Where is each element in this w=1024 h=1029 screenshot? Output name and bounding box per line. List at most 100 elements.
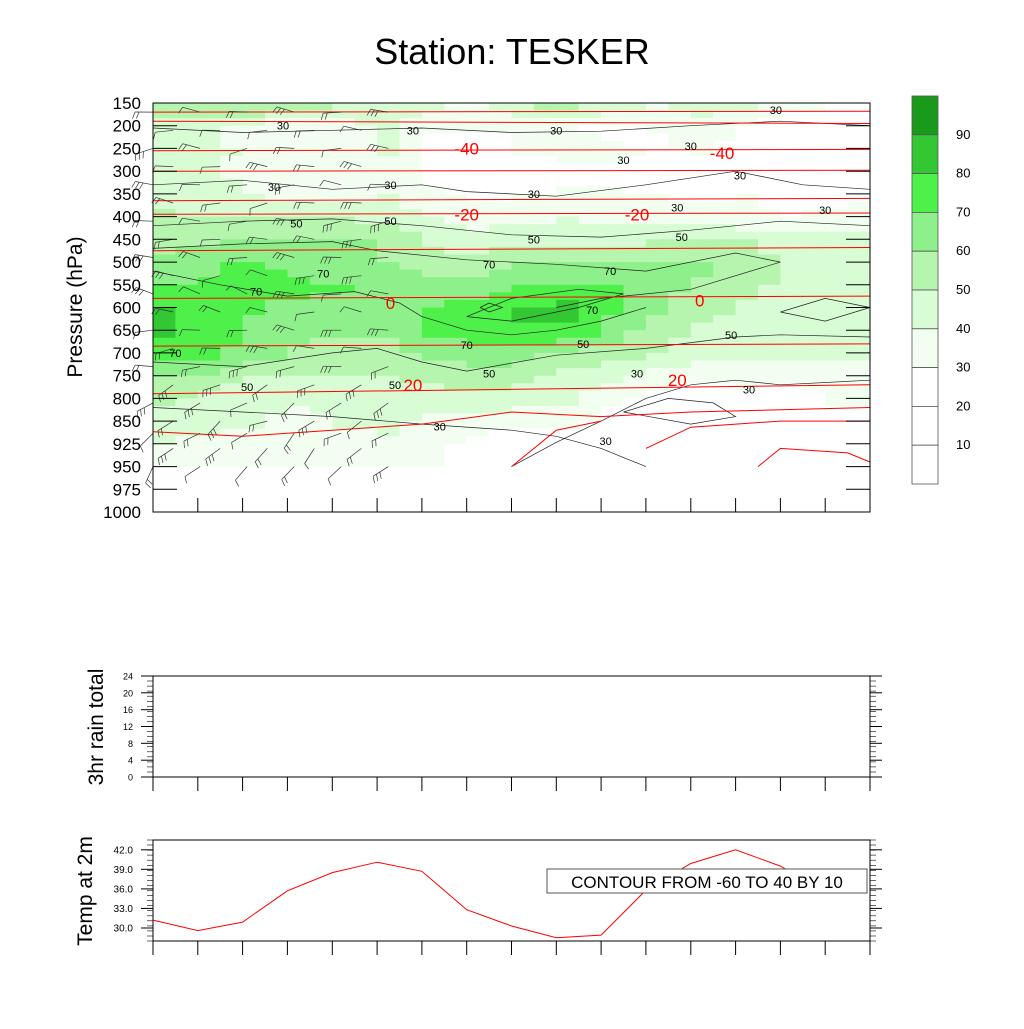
rh-cell (556, 330, 579, 338)
rh-cell (512, 308, 535, 316)
rh-cell (489, 277, 512, 285)
rh-cell (400, 255, 423, 263)
rh-shading (153, 103, 871, 512)
rh-cell (601, 421, 624, 429)
rh-cell (153, 421, 176, 429)
rh-cell (736, 444, 759, 452)
rh-cell (512, 285, 535, 293)
rh-cell (422, 277, 445, 285)
rh-cell (400, 285, 423, 293)
rh-cell (422, 444, 445, 452)
rh-cell (668, 285, 691, 293)
rh-cell (265, 209, 288, 217)
rh-cell (332, 179, 355, 187)
rh-cell (825, 141, 848, 149)
rh-cell (691, 103, 714, 111)
rh-contour-label: 50 (389, 380, 401, 392)
rh-cell (198, 292, 221, 300)
rh-cell (310, 414, 333, 422)
rh-cell (444, 186, 467, 194)
rh-cell (310, 156, 333, 164)
rh-cell (287, 406, 310, 414)
rh-cell (848, 398, 871, 406)
rh-cell (489, 224, 512, 232)
rh-cell (422, 202, 445, 210)
rh-cell (534, 315, 557, 323)
rh-cell (691, 361, 714, 369)
colorbar-box (912, 406, 938, 445)
rh-cell (198, 323, 221, 331)
rh-cell (198, 414, 221, 422)
rh-cell (825, 429, 848, 437)
rh-cell (825, 255, 848, 263)
rh-cell (556, 224, 579, 232)
rh-cell (310, 239, 333, 247)
rh-cell (512, 270, 535, 278)
rh-cell (265, 194, 288, 202)
rh-cell (758, 315, 781, 323)
rh-contour-label: 50 (577, 339, 589, 351)
rh-contour-label: 70 (483, 259, 495, 271)
rh-cell (556, 179, 579, 187)
rh-cell (422, 436, 445, 444)
rh-cell (153, 323, 176, 331)
rh-cell (646, 255, 669, 263)
rh-cell (601, 315, 624, 323)
rh-cell (175, 277, 198, 285)
rh-cell (848, 239, 871, 247)
rh-cell (601, 300, 624, 308)
rh-cell (332, 391, 355, 399)
rh-cell (646, 270, 669, 278)
rh-cell (422, 224, 445, 232)
rh-cell (691, 330, 714, 338)
rh-cell (556, 383, 579, 391)
rh-cell (243, 414, 266, 422)
rh-cell (780, 330, 803, 338)
rh-cell (803, 398, 826, 406)
rh-cell (668, 277, 691, 285)
rh-cell (803, 262, 826, 270)
rh-cell (355, 353, 378, 361)
rh-cell (355, 300, 378, 308)
rh-cell (601, 368, 624, 376)
rh-cell (825, 330, 848, 338)
rh-cell (444, 262, 467, 270)
rh-cell (310, 368, 333, 376)
rh-cell (153, 285, 176, 293)
pressure-tick-label: 450 (113, 230, 141, 249)
rh-cell (467, 429, 490, 437)
rh-cell (825, 414, 848, 422)
rh-cell (310, 421, 333, 429)
rh-cell (803, 255, 826, 263)
rh-cell (579, 376, 602, 384)
pressure-tick-label: 850 (113, 412, 141, 431)
rh-cell (668, 436, 691, 444)
rh-cell (265, 133, 288, 141)
rh-cell (175, 292, 198, 300)
rh-cell (758, 414, 781, 422)
rh-cell (803, 406, 826, 414)
rh-cell (758, 141, 781, 149)
rh-cell (355, 315, 378, 323)
rh-cell (198, 308, 221, 316)
rh-cell (556, 270, 579, 278)
rh-cell (175, 459, 198, 467)
rh-contour-label: 30 (631, 368, 643, 380)
rh-cell (803, 239, 826, 247)
rh-cell (780, 368, 803, 376)
rh-contour-label: 70 (317, 268, 329, 280)
rh-cell (668, 459, 691, 467)
rh-cell (377, 330, 400, 338)
rh-cell (400, 209, 423, 217)
rh-contour-label: 30 (434, 422, 446, 434)
rh-cell (758, 239, 781, 247)
rh-cell (287, 209, 310, 217)
rh-cell (422, 239, 445, 247)
rh-cell (579, 194, 602, 202)
rh-cell (198, 338, 221, 346)
rh-cell (355, 429, 378, 437)
rh-cell (780, 451, 803, 459)
rh-cell (489, 156, 512, 164)
rh-cell (310, 451, 333, 459)
rh-cell (265, 429, 288, 437)
